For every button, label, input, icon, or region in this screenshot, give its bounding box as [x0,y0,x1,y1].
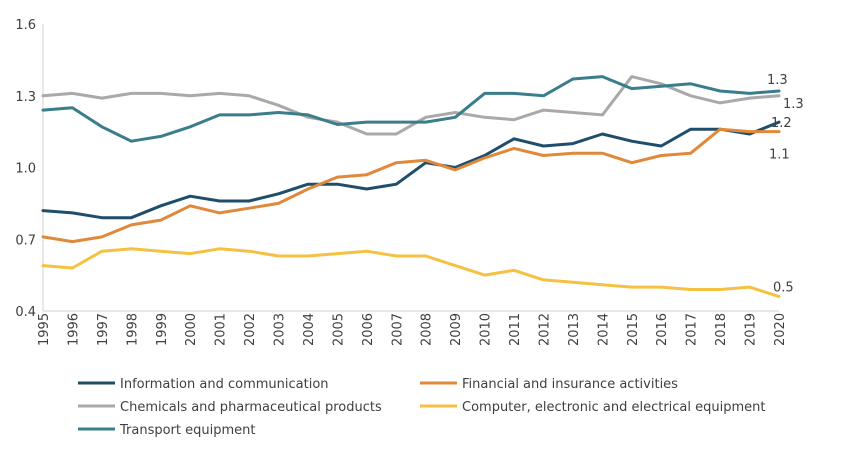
x-tick-label: 1999 [155,313,170,346]
series-line-1 [41,127,781,244]
x-tick-label: 2003 [273,313,288,346]
x-tick-label: 1998 [125,313,140,346]
x-tick-label: 2005 [331,313,346,346]
end-label-3: 0.5 [773,281,794,296]
x-tick-label: 2013 [567,313,582,346]
legend-label: Computer, electronic and electrical equi… [462,400,766,415]
end-label-2: 1.3 [783,97,804,112]
y-tick-labels: 1.6 1.3 1.0 0.7 0.4 [15,18,36,320]
x-tick-label: 2017 [685,313,700,346]
y-tick-label: 1.6 [15,18,36,33]
end-label-1: 1.1 [769,148,790,163]
series-lines [41,75,781,299]
series-line-2 [41,75,781,136]
x-tick-labels: 1995 1996 1997 1998 1999 2000 2001 2002 2003 2004… [37,313,788,346]
x-tick-label: 2008 [420,313,435,346]
legend-item: Financial and insurance activities [420,377,678,392]
x-tick-label: 2004 [302,313,317,346]
x-tick-label: 2009 [449,313,464,346]
x-tick-label: 2000 [184,313,199,346]
y-tick-label: 1.0 [15,162,36,177]
x-tick-label: 2002 [243,313,258,346]
legend-item: Information and communication [78,377,329,392]
legend-label: Transport equipment [119,423,255,438]
x-tick-label: 2010 [479,313,494,346]
x-tick-label: 2014 [596,313,611,346]
x-tick-label: 2019 [744,313,759,346]
x-tick-label: 2001 [214,313,229,346]
y-tick-label: 0.4 [15,305,36,320]
x-tick-label: 2018 [714,313,729,346]
y-tick-label: 1.3 [15,90,36,105]
legend-item: Computer, electronic and electrical equi… [420,400,766,415]
x-tick-label: 2015 [626,313,641,346]
y-tick-label: 0.7 [15,233,36,248]
x-tick-label: 2020 [773,313,788,346]
x-tick-label: 2007 [390,313,405,346]
legend-item: Chemicals and pharmaceutical products [78,400,382,415]
series-line-0 [41,120,781,220]
end-label-4: 1.3 [767,73,788,88]
x-tick-label: 2016 [655,313,670,346]
x-tick-label: 2006 [361,313,376,346]
legend-label: Information and communication [120,377,329,392]
legend: Information and communication Financial a… [78,377,766,438]
series-line-4 [41,75,781,143]
x-tick-label: 1995 [37,313,52,346]
x-tick-label: 1997 [96,313,111,346]
legend-label: Financial and insurance activities [462,377,678,392]
axes [42,24,779,312]
x-tick-label: 2012 [537,313,552,346]
end-label-0: 1.2 [771,116,792,131]
end-labels: 1.2 1.1 1.3 0.5 1.3 [767,73,804,296]
x-tick-label: 1996 [66,313,81,346]
x-tick-label: 2011 [508,313,523,346]
legend-label: Chemicals and pharmaceutical products [120,400,382,415]
legend-item: Transport equipment [78,423,255,438]
series-line-3 [41,247,781,299]
